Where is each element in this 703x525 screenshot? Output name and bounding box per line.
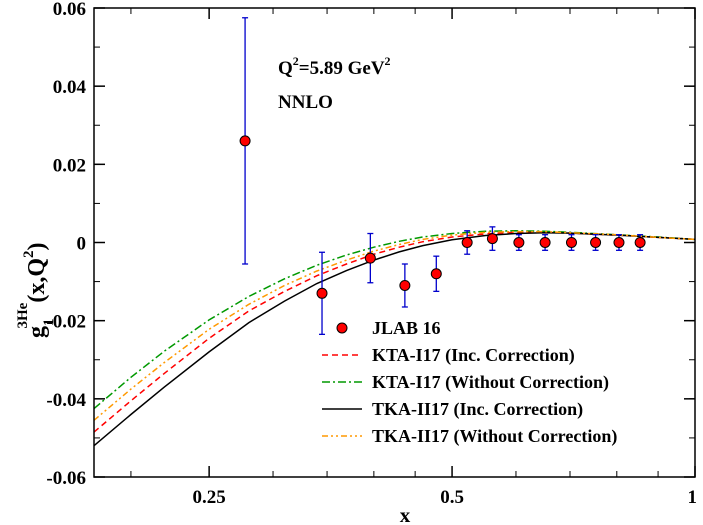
legend-label: KTA-I17 (Without Correction) <box>372 372 609 393</box>
x-tick-label: 0.25 <box>193 487 226 508</box>
plot-area <box>93 17 696 447</box>
data-point <box>461 237 473 248</box>
data-point <box>613 237 625 248</box>
data-point <box>513 237 525 248</box>
y-tick-label: -0.02 <box>46 312 86 333</box>
annotation-order: NNLO <box>278 92 333 113</box>
y-tick-label: 0.06 <box>53 0 86 20</box>
data-point <box>399 279 411 291</box>
x-tick-label: 0.5 <box>440 487 464 508</box>
y-tick-label: 0.02 <box>53 155 86 176</box>
data-point <box>590 237 602 248</box>
data-point <box>486 233 498 245</box>
x-tick-label: 1 <box>688 487 698 508</box>
legend-label: JLAB 16 <box>372 318 441 338</box>
data-point <box>565 237 577 248</box>
data-point <box>364 252 376 264</box>
data-point <box>539 237 551 248</box>
x-axis-title: x <box>400 503 411 525</box>
y-tick-label: 0.04 <box>53 77 87 98</box>
annotation-q2: Q2=5.89 GeV2 <box>278 54 391 79</box>
legend-marker <box>336 322 348 334</box>
data-point <box>430 268 442 280</box>
legend: JLAB 16 KTA-I17 (Inc. Correction) KTA-I17 … <box>322 318 617 447</box>
legend-label: TKA-II17 (Inc. Correction) <box>372 399 583 420</box>
legend-label: TKA-II17 (Without Correction) <box>372 426 617 447</box>
legend-label: KTA-I17 (Inc. Correction) <box>372 345 575 366</box>
y-tick-label: 0 <box>77 234 87 255</box>
y-tick-label: -0.06 <box>46 468 86 489</box>
series-line-4 <box>93 230 696 421</box>
y-axis-title: g13He(x,Q2) <box>15 243 57 339</box>
data-point <box>634 237 646 248</box>
axes: -0.06 -0.04 -0.02 0 0.02 0.04 0.06 0.25 0.5 1 <box>46 0 697 508</box>
data-point <box>316 287 328 299</box>
y-tick-label: -0.04 <box>46 390 86 411</box>
data-point <box>239 135 251 147</box>
